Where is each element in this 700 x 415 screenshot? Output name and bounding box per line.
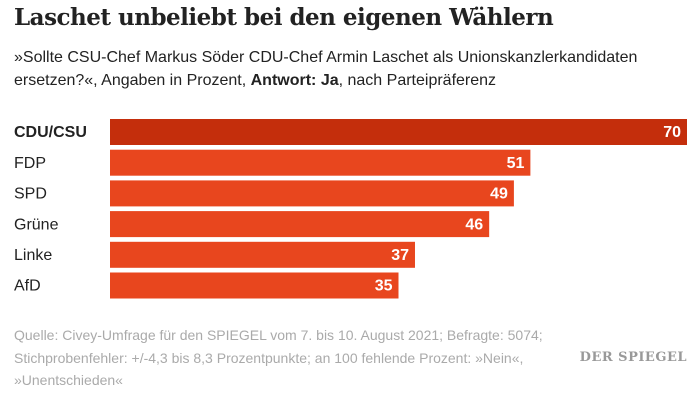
chart: CDU/CSU 70 FDP 51 SPD 49 Grüne 46 Linke 37 AfD 35 — [14, 119, 687, 299]
category-label: CDU/CSU — [14, 124, 87, 141]
value-label: 51 — [507, 155, 525, 172]
value-label: 70 — [663, 124, 681, 141]
chart-subtitle: »Sollte CSU-Chef Markus Söder CDU-Chef A… — [14, 46, 684, 92]
subtitle-text: »Sollte CSU-Chef Markus Söder CDU-Chef A… — [14, 49, 638, 89]
bar — [110, 149, 531, 176]
category-label: SPD — [14, 186, 47, 203]
source-note: Quelle: Civey-Umfrage für den SPIEGEL vo… — [14, 327, 543, 388]
category-label: Grüne — [14, 216, 59, 233]
bar — [110, 119, 687, 145]
subtitle-answer: Antwort: Ja — [250, 72, 339, 89]
category-label: AfD — [14, 278, 41, 295]
value-label: 37 — [391, 247, 409, 264]
value-label: 35 — [375, 278, 393, 295]
category-label: FDP — [14, 155, 46, 172]
bar — [110, 180, 514, 207]
bar — [110, 211, 490, 238]
bar — [110, 272, 399, 299]
bar — [110, 241, 415, 268]
subtitle-text: , nach Parteipräferenz — [338, 72, 497, 89]
logo: DER SPIEGEL — [579, 350, 687, 365]
chart-title: Laschet unbeliebt bei den eigenen Wähler… — [14, 4, 554, 31]
value-label: 49 — [490, 186, 508, 203]
category-label: Linke — [14, 247, 52, 264]
value-label: 46 — [465, 216, 483, 233]
